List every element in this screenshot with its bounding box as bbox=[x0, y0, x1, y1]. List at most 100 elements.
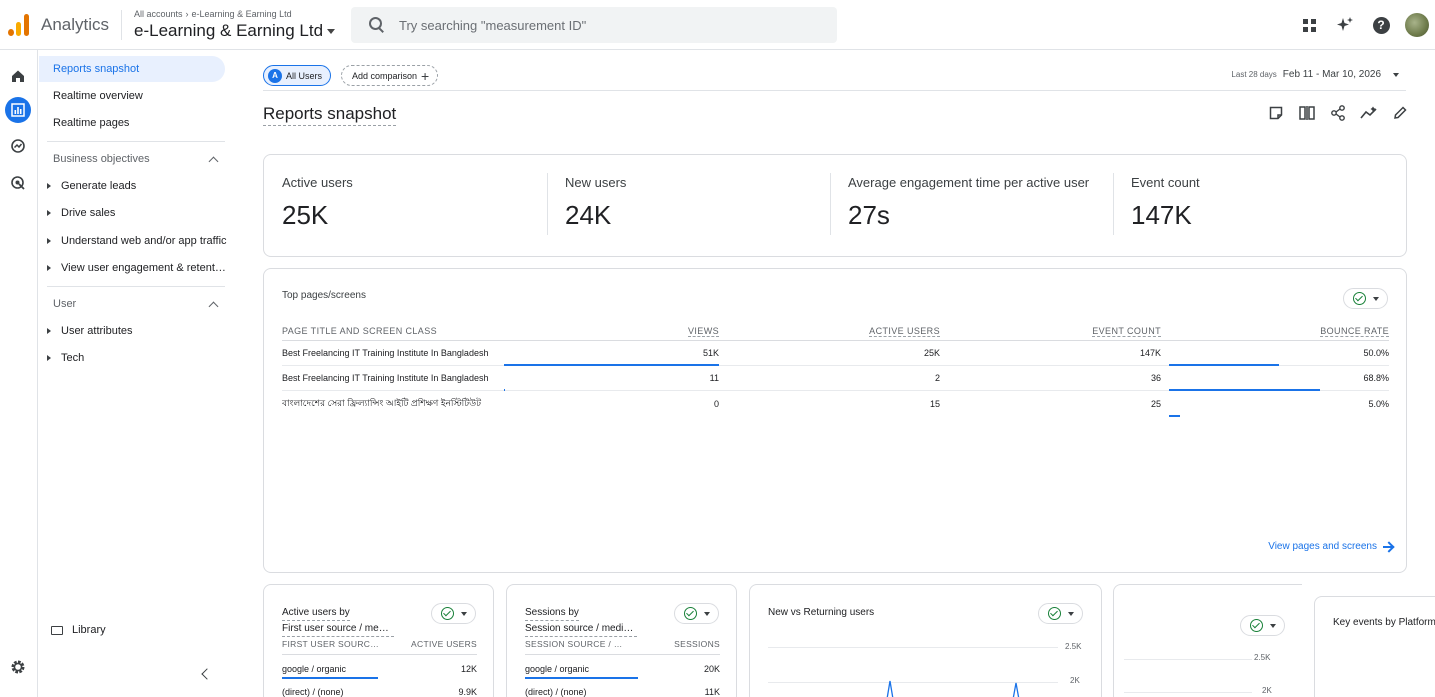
table-row[interactable]: (direct) / (none) 11K bbox=[525, 687, 720, 697]
compare-columns-icon[interactable] bbox=[1298, 104, 1316, 122]
breadcrumb-all-accounts[interactable]: All accounts bbox=[134, 9, 183, 19]
section-title: Business objectives bbox=[53, 153, 150, 165]
check-circle-icon bbox=[683, 607, 697, 620]
key-events-card: Key events by Platform bbox=[1314, 596, 1435, 697]
advertising-icon[interactable] bbox=[5, 170, 31, 196]
insights-trend-icon[interactable] bbox=[1360, 104, 1378, 122]
table-row[interactable]: google / organic 20K bbox=[525, 659, 720, 679]
metric-avg-engagement[interactable]: Average engagement time per active user … bbox=[830, 155, 1113, 258]
reports-icon[interactable] bbox=[5, 97, 31, 123]
event-count-cell: 25 bbox=[1150, 398, 1161, 409]
chevron-up-icon bbox=[208, 301, 219, 311]
tree-item-drive-sales[interactable]: Drive sales bbox=[47, 207, 227, 219]
search-input[interactable] bbox=[399, 17, 819, 33]
comparison-status-button[interactable] bbox=[431, 603, 476, 624]
column-header[interactable]: SESSION SOURCE / MEDIUM bbox=[525, 639, 625, 649]
active-users-cell: 25K bbox=[923, 348, 940, 358]
tree-item-user-engagement[interactable]: View user engagement & retention bbox=[47, 262, 227, 274]
metric-new-users[interactable]: New users 24K bbox=[547, 155, 830, 258]
analytics-logo-icon[interactable] bbox=[8, 14, 30, 36]
breadcrumb-account[interactable]: e-Learning & Earning Ltd bbox=[191, 9, 292, 19]
section-user[interactable]: User bbox=[53, 298, 219, 311]
column-header-page-title[interactable]: PAGE TITLE AND SCREEN CLASS bbox=[282, 326, 438, 336]
tree-item-label: User attributes bbox=[61, 325, 133, 337]
column-header[interactable]: SESSIONS bbox=[674, 639, 720, 649]
table-row[interactable]: Best Freelancing IT Training Institute I… bbox=[282, 341, 1389, 366]
table-row[interactable]: google / organic 12K bbox=[282, 659, 477, 679]
account-selector[interactable]: e-Learning & Earning Ltd bbox=[134, 21, 336, 41]
views-cell: 0 bbox=[713, 398, 719, 409]
library-link[interactable]: Library bbox=[51, 624, 106, 636]
value-bar bbox=[525, 677, 639, 679]
nav-realtime-pages[interactable]: Realtime pages bbox=[53, 117, 130, 129]
view-pages-link[interactable]: View pages and screens bbox=[1268, 541, 1393, 552]
table-row[interactable]: (direct) / (none) 9.9K bbox=[282, 687, 477, 697]
column-header-active-users[interactable]: ACTIVE USERS bbox=[869, 326, 940, 337]
caret-down-icon bbox=[1067, 611, 1074, 616]
expand-arrow-icon bbox=[47, 355, 51, 361]
tree-item-label: View user engagement & retention bbox=[61, 262, 227, 274]
card-title[interactable]: Key events by Platform bbox=[1333, 617, 1435, 628]
folder-icon bbox=[51, 625, 63, 635]
insights-note-icon[interactable] bbox=[1267, 104, 1285, 122]
share-icon[interactable] bbox=[1329, 104, 1347, 122]
summary-metrics-card[interactable]: Active users 25K New users 24K Average e… bbox=[263, 154, 1407, 257]
sparkle-icon[interactable] bbox=[1327, 11, 1363, 39]
help-icon[interactable]: ? bbox=[1363, 11, 1399, 39]
tree-item-label: Understand web and/or app traffic bbox=[61, 235, 227, 247]
tree-item-understand-traffic[interactable]: Understand web and/or app traffic bbox=[47, 235, 227, 247]
gridline bbox=[768, 682, 1058, 683]
tree-item-generate-leads[interactable]: Generate leads bbox=[47, 180, 227, 192]
comparison-status-button[interactable] bbox=[1343, 288, 1388, 309]
breadcrumb-chevron-icon: › bbox=[185, 9, 189, 19]
table-row[interactable]: বাংলাদেশের সেরা ফ্রিল্যান্সিং আইটি প্রশি… bbox=[282, 391, 1389, 417]
card-title[interactable]: Sessions by Session source / medium bbox=[525, 605, 637, 637]
settings-gear-icon[interactable] bbox=[5, 654, 31, 680]
report-toolbar bbox=[1267, 104, 1409, 122]
comparison-status-button[interactable] bbox=[674, 603, 719, 624]
card-title[interactable]: Active users by First user source / medi… bbox=[282, 605, 394, 637]
bounce-rate-cell: 50.0% bbox=[1363, 348, 1389, 358]
metric-label: Active users bbox=[282, 175, 353, 190]
explore-icon[interactable] bbox=[5, 133, 31, 159]
views-bar bbox=[504, 389, 505, 391]
comparison-status-button[interactable] bbox=[1038, 603, 1083, 624]
add-comparison-button[interactable]: Add comparison + bbox=[341, 65, 439, 86]
top-bar: Analytics All accounts › e-Learning & Ea… bbox=[0, 0, 1435, 50]
column-header-views[interactable]: VIEWS bbox=[687, 326, 719, 337]
edit-pencil-icon[interactable] bbox=[1391, 104, 1409, 122]
check-circle-icon bbox=[1249, 619, 1263, 632]
section-business-objectives[interactable]: Business objectives bbox=[53, 153, 219, 166]
date-range-picker[interactable]: Last 28 days Feb 11 - Mar 10, 2026 bbox=[1231, 69, 1399, 80]
all-users-chip[interactable]: A All Users bbox=[263, 65, 332, 86]
nav-reports-snapshot[interactable]: Reports snapshot bbox=[39, 56, 225, 82]
collapse-sidebar-icon[interactable] bbox=[201, 668, 213, 680]
account-avatar[interactable] bbox=[1399, 11, 1435, 39]
apps-grid-icon[interactable] bbox=[1291, 11, 1327, 39]
column-header[interactable]: FIRST USER SOURCE / MEDIUM bbox=[282, 639, 382, 649]
arrow-right-icon bbox=[1383, 545, 1393, 548]
home-icon[interactable] bbox=[5, 63, 31, 89]
tree-item-user-attributes[interactable]: User attributes bbox=[47, 325, 227, 337]
reports-sidebar: Reports snapshot Realtime overview Realt… bbox=[39, 50, 235, 697]
caret-down-icon bbox=[1393, 72, 1399, 77]
column-header[interactable]: ACTIVE USERS bbox=[411, 639, 477, 649]
metric-event-count[interactable]: Event count 147K bbox=[1113, 155, 1396, 258]
metric-active-users[interactable]: Active users 25K bbox=[264, 155, 547, 258]
column-header-event-count[interactable]: EVENT COUNT bbox=[1092, 326, 1161, 337]
card-title[interactable]: New vs Returning users bbox=[768, 607, 875, 618]
main-content: A All Users Add comparison + Last 28 day… bbox=[236, 50, 1435, 697]
app-name: Analytics bbox=[41, 15, 110, 34]
nav-realtime-overview[interactable]: Realtime overview bbox=[53, 90, 143, 102]
plus-icon: + bbox=[421, 67, 430, 84]
comparison-status-button[interactable] bbox=[1240, 615, 1285, 636]
breadcrumb[interactable]: All accounts › e-Learning & Earning Ltd bbox=[134, 9, 292, 19]
header-divider bbox=[263, 90, 1406, 91]
search-bar[interactable] bbox=[351, 7, 837, 43]
column-header-bounce-rate[interactable]: BOUNCE RATE bbox=[1320, 326, 1389, 337]
top-pages-card: Top pages/screens PAGE TITLE AND SCREEN … bbox=[263, 268, 1407, 573]
section-title: User bbox=[53, 298, 77, 310]
left-rail bbox=[0, 50, 38, 697]
tree-item-tech[interactable]: Tech bbox=[47, 352, 227, 364]
table-row[interactable]: Best Freelancing IT Training Institute I… bbox=[282, 366, 1389, 391]
